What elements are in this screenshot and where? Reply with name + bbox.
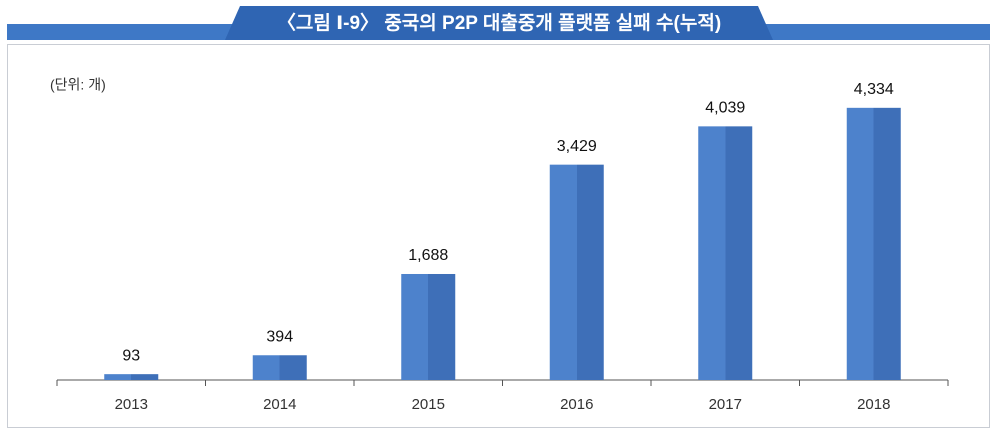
bar (549, 164, 604, 380)
value-label: 4,039 (705, 100, 745, 117)
x-tick-label: 2016 (560, 396, 593, 413)
bar (698, 126, 753, 380)
value-label: 1,688 (408, 247, 448, 264)
value-label: 3,429 (557, 138, 597, 155)
title-tab (225, 6, 773, 40)
bar (401, 273, 456, 380)
unit-label: (단위: 개) (50, 77, 106, 93)
bar (846, 107, 901, 380)
bar (252, 355, 307, 380)
x-tick-label: 2015 (412, 396, 445, 413)
x-tick-label: 2013 (115, 396, 148, 413)
chart-title: 〈그림 Ⅰ-9〉 중국의 P2P 대출중개 플랫폼 실패 수(누적) (277, 11, 721, 34)
plot-frame (7, 44, 990, 428)
value-label: 4,334 (854, 81, 894, 98)
x-tick-label: 2014 (263, 396, 296, 413)
x-tick-label: 2018 (857, 396, 890, 413)
x-tick-label: 2017 (709, 396, 742, 413)
value-label: 394 (266, 328, 293, 345)
bar (104, 374, 159, 380)
value-label: 93 (122, 347, 140, 364)
